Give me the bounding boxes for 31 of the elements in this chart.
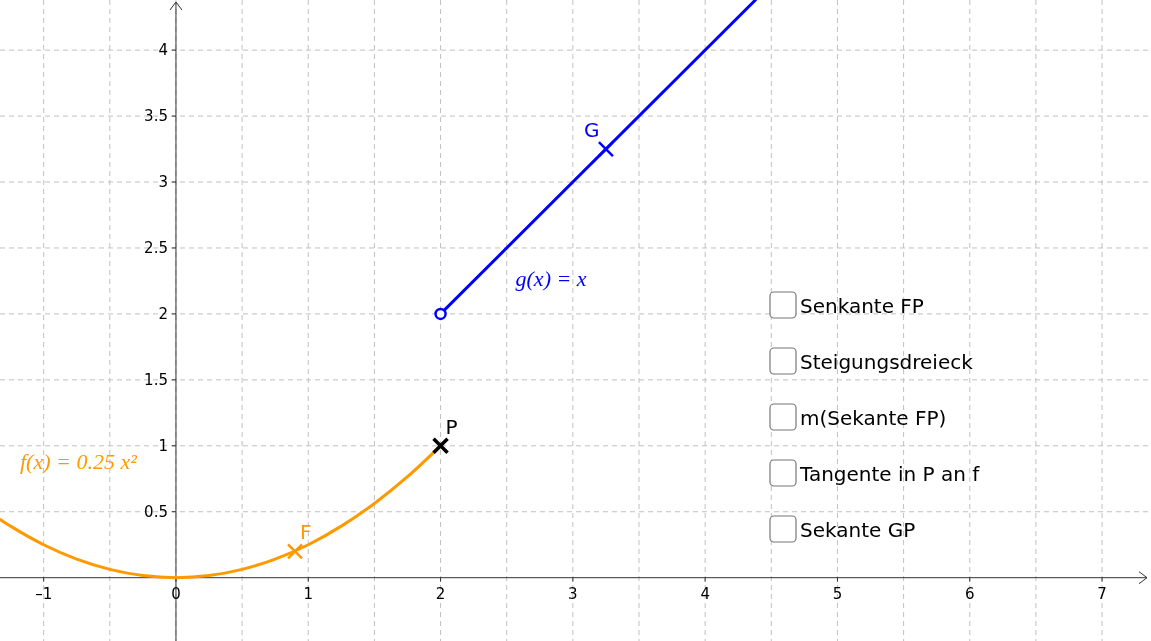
series-label: P	[445, 414, 458, 439]
x-tick-label: 6	[964, 584, 975, 603]
text: f(x) = 0.25 x²	[20, 449, 138, 475]
annotation: Steigungsdreieck	[800, 350, 974, 374]
y-tick-label: 4	[158, 41, 168, 60]
x-tick-label: 3	[568, 584, 578, 603]
y-tick-label: 2.5	[144, 238, 168, 257]
annotation: Tangente in P an f	[799, 462, 981, 486]
y-tick-label: 3	[158, 173, 168, 192]
annotation: m(Sekante FP)	[800, 406, 947, 430]
x-tick-label: –1	[35, 584, 53, 603]
y-tick-label: 1	[158, 436, 168, 455]
point	[431, 437, 450, 455]
point	[434, 307, 447, 321]
annotation: Senkante FP	[800, 294, 924, 318]
x-tick-label: 2	[435, 584, 446, 603]
point	[286, 543, 304, 560]
y-tick-label: 3.5	[144, 107, 168, 126]
x-tick-label: 4	[700, 584, 710, 603]
series-label: g(x) = x	[515, 265, 587, 291]
x-tick-label: 0	[171, 584, 181, 603]
point	[597, 140, 615, 158]
x-tick-label: 1	[303, 584, 314, 603]
y-tick-label: 1.5	[144, 370, 168, 389]
y-tick-label: 2	[158, 304, 168, 323]
x-tick-label: 5	[832, 584, 843, 603]
y-tick-label: 0.5	[144, 502, 168, 521]
series-label: G	[583, 118, 600, 143]
annotation: Sekante GP	[800, 518, 916, 542]
series-label: F	[300, 520, 312, 545]
x-tick-label: 7	[1097, 584, 1107, 603]
